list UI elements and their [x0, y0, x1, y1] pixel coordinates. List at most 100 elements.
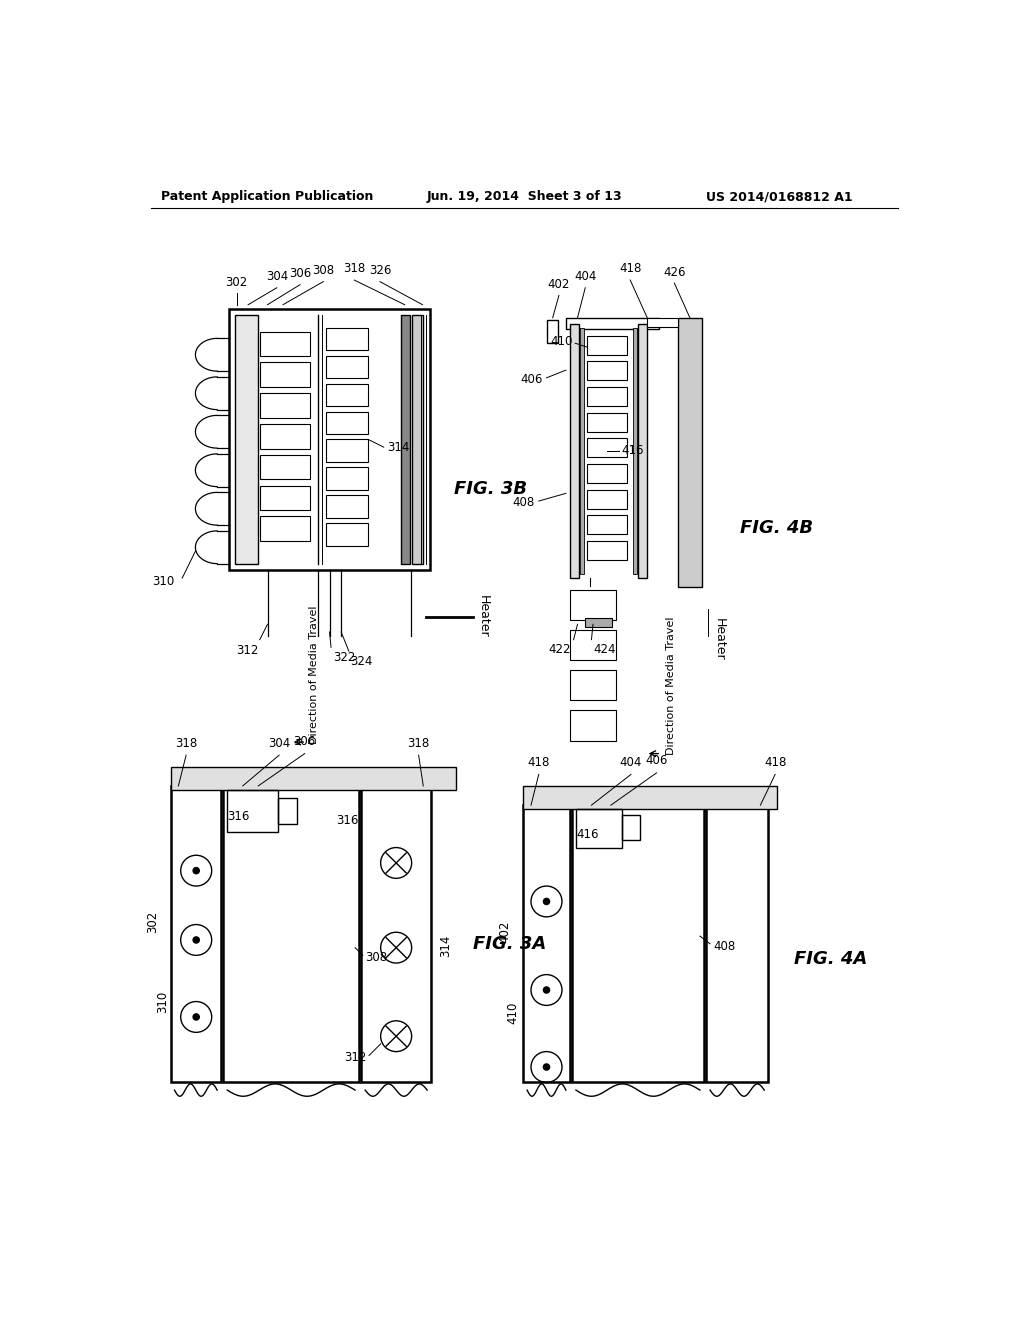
Text: 310: 310 [156, 990, 169, 1012]
Text: FIG. 3B: FIG. 3B [454, 480, 526, 499]
Bar [278, 797, 297, 825]
Text: FIG. 3A: FIG. 3A [473, 935, 546, 953]
Circle shape [194, 937, 200, 942]
Bar [678, 318, 701, 587]
Bar [260, 363, 310, 387]
Bar [587, 463, 627, 483]
Text: 408: 408 [713, 940, 735, 953]
Text: 324: 324 [350, 655, 373, 668]
Text: FIG. 4B: FIG. 4B [740, 519, 813, 537]
Bar [572, 805, 703, 1082]
Text: Jun. 19, 2014  Sheet 3 of 13: Jun. 19, 2014 Sheet 3 of 13 [427, 190, 623, 203]
Bar [586, 618, 612, 627]
Text: 308: 308 [312, 264, 335, 277]
Bar [260, 424, 310, 449]
Text: 410: 410 [551, 335, 572, 348]
Bar [587, 387, 627, 407]
Text: 416: 416 [621, 445, 643, 458]
Bar [587, 438, 627, 458]
Text: 312: 312 [344, 1051, 367, 1064]
Text: 304: 304 [265, 271, 288, 284]
Bar [260, 516, 310, 541]
Text: Patent Application Publication: Patent Application Publication [162, 190, 374, 203]
Bar [260, 393, 310, 418]
Bar [587, 335, 627, 355]
Bar [569, 710, 616, 741]
Text: 404: 404 [620, 756, 642, 770]
Text: 410: 410 [507, 1002, 519, 1024]
Text: 422: 422 [549, 643, 571, 656]
Bar [575, 809, 623, 847]
Text: 314: 314 [438, 935, 452, 957]
Bar [326, 384, 369, 407]
Bar [638, 323, 647, 578]
Bar [400, 314, 410, 564]
Text: 308: 308 [366, 952, 387, 964]
Text: 306: 306 [294, 735, 315, 748]
Bar [569, 630, 616, 660]
Text: 416: 416 [577, 828, 599, 841]
Bar [633, 327, 637, 574]
Text: 418: 418 [764, 756, 786, 770]
Bar [326, 327, 369, 350]
Bar [569, 669, 616, 701]
Text: 322: 322 [334, 651, 355, 664]
Text: 418: 418 [620, 263, 641, 276]
Bar [523, 785, 777, 809]
Circle shape [194, 867, 200, 874]
Text: 314: 314 [388, 441, 410, 454]
Bar [587, 362, 627, 380]
Circle shape [544, 1064, 550, 1071]
Text: FIG. 4A: FIG. 4A [795, 950, 867, 968]
Circle shape [194, 1014, 200, 1020]
Bar [326, 467, 369, 490]
Bar [326, 412, 369, 434]
Bar [234, 314, 258, 564]
Bar [707, 805, 768, 1082]
Bar [260, 331, 310, 356]
Circle shape [544, 899, 550, 904]
Bar [260, 486, 310, 511]
Bar [171, 767, 456, 789]
Text: 318: 318 [343, 263, 366, 276]
Text: 402: 402 [548, 277, 570, 290]
Text: 424: 424 [593, 643, 615, 656]
Text: 402: 402 [499, 921, 512, 944]
Bar [361, 785, 431, 1082]
Text: 418: 418 [527, 756, 550, 770]
Text: Heater: Heater [477, 595, 489, 638]
Bar [326, 355, 369, 378]
Text: 406: 406 [520, 372, 543, 385]
Bar [623, 816, 640, 840]
Bar [587, 412, 627, 432]
Text: 318: 318 [175, 737, 198, 750]
Text: 326: 326 [369, 264, 391, 277]
Text: 304: 304 [268, 737, 290, 750]
Text: Heater: Heater [713, 618, 726, 661]
Text: 302: 302 [146, 911, 159, 933]
Bar [569, 590, 616, 620]
Text: Direction of Media Travel: Direction of Media Travel [666, 616, 676, 755]
Text: 426: 426 [664, 265, 686, 279]
Text: 302: 302 [225, 276, 248, 289]
Text: US 2014/0168812 A1: US 2014/0168812 A1 [706, 190, 852, 203]
Circle shape [544, 987, 550, 993]
Text: 310: 310 [153, 576, 174, 589]
Bar [171, 785, 221, 1082]
Bar [228, 309, 430, 570]
Bar [326, 440, 369, 462]
Text: 306: 306 [289, 267, 311, 280]
Bar [547, 321, 558, 343]
Bar [566, 318, 658, 330]
Text: 316: 316 [336, 814, 358, 828]
Bar [523, 805, 569, 1082]
Text: Direction of Media Travel: Direction of Media Travel [309, 605, 319, 743]
Text: 318: 318 [408, 737, 430, 750]
Bar [569, 323, 579, 578]
Bar [260, 455, 310, 479]
Text: 316: 316 [227, 810, 250, 824]
Bar [580, 327, 584, 574]
Bar [227, 789, 278, 832]
Text: 408: 408 [513, 496, 535, 510]
Text: 312: 312 [236, 644, 258, 656]
